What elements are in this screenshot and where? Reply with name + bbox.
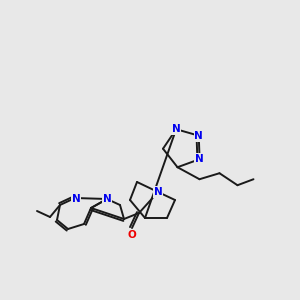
Text: N: N	[172, 124, 181, 134]
Text: O: O	[128, 230, 136, 240]
Text: N: N	[194, 131, 203, 141]
Text: N: N	[72, 194, 80, 204]
Text: N: N	[195, 154, 204, 164]
Text: N: N	[154, 187, 162, 197]
Text: N: N	[103, 194, 111, 204]
